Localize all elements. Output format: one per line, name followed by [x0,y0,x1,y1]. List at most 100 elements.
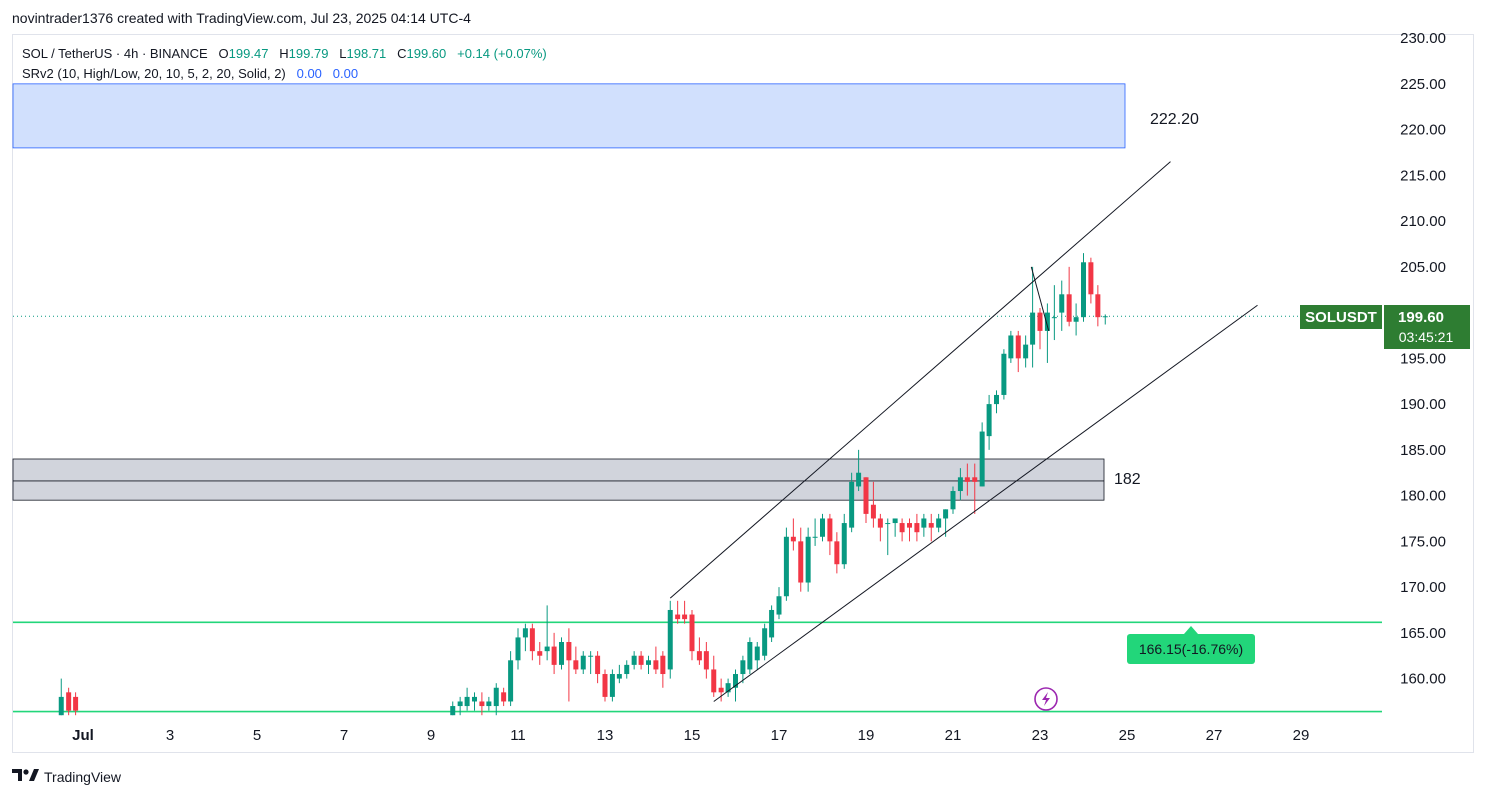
candle-body[interactable] [595,655,601,675]
candle-body[interactable] [566,642,572,661]
candle-body[interactable] [1023,344,1029,359]
candle-body[interactable] [464,696,470,707]
candle-body[interactable] [733,674,738,688]
resistance-zone[interactable] [12,83,1126,149]
candle-body[interactable] [486,701,492,707]
candle-body[interactable] [820,518,825,537]
candle-body[interactable] [856,472,862,487]
candle-body[interactable] [950,491,956,510]
candle-body[interactable] [1081,262,1086,318]
candle-body[interactable] [711,669,717,693]
candle-body[interactable] [762,628,768,656]
candle-body[interactable] [986,404,992,437]
candle-body[interactable] [588,655,594,657]
candle-body[interactable] [1051,317,1057,319]
candle-body[interactable] [928,523,934,528]
candle-body[interactable] [472,696,477,702]
candle-body[interactable] [943,509,949,519]
candle-body[interactable] [609,674,615,697]
candle-body[interactable] [994,394,999,405]
candle-body[interactable] [638,655,644,665]
candle-body[interactable] [646,660,651,665]
candle-body[interactable] [1015,335,1021,359]
candle-body[interactable] [870,504,876,519]
candle-body[interactable] [798,541,804,583]
candle-body[interactable] [1073,317,1079,322]
candle-body[interactable] [812,536,818,538]
indicator-title[interactable]: SRv2 (10, High/Low, 20, 10, 5, 2, 20, So… [22,66,286,81]
candle-body[interactable] [479,701,485,707]
candle-body[interactable] [73,696,79,711]
candle-body[interactable] [689,614,695,652]
candle-body[interactable] [899,523,905,533]
candle-body[interactable] [58,696,64,716]
candle-body[interactable] [747,642,753,670]
channel-upper-line[interactable] [669,161,1171,599]
candle-body[interactable] [501,692,507,702]
footer-brand[interactable]: TradingView [12,768,121,785]
candle-body[interactable] [972,477,978,482]
candle-body[interactable] [66,692,72,711]
candle-body[interactable] [1059,294,1065,313]
support-zone[interactable] [12,458,1105,501]
candle-body[interactable] [559,642,564,665]
candle-body[interactable] [529,628,535,652]
candle-body[interactable] [493,687,499,707]
candle-body[interactable] [602,674,608,697]
candle-body[interactable] [957,477,963,492]
candle-body[interactable] [885,523,891,525]
candle-body[interactable] [805,536,811,583]
candle-body[interactable] [754,646,760,661]
candle-body[interactable] [457,701,463,707]
candle-body[interactable] [660,655,666,675]
candle-body[interactable] [1030,312,1036,345]
candle-body[interactable] [921,518,927,528]
candle-body[interactable] [718,687,724,693]
candle-body[interactable] [1008,335,1014,359]
candle-body[interactable] [783,536,789,597]
lightning-icon[interactable] [1034,687,1058,711]
candle-body[interactable] [1088,262,1094,295]
candle-body[interactable] [907,523,912,528]
symbol-title[interactable]: SOL / TetherUS · 4h · BINANCE [22,46,208,61]
candle-body[interactable] [740,660,746,675]
candle-body[interactable] [863,477,869,514]
candle-body[interactable] [725,683,731,693]
candle-body[interactable] [936,518,942,528]
candle-body[interactable] [1095,294,1101,318]
candle-body[interactable] [979,431,985,487]
candle-body[interactable] [450,706,456,716]
candle-body[interactable] [1066,294,1072,322]
candle-body[interactable] [616,674,622,679]
candle-body[interactable] [1037,312,1043,331]
candle-body[interactable] [892,518,898,524]
candle-body[interactable] [964,477,970,482]
candle-body[interactable] [537,651,543,656]
candle-body[interactable] [877,518,883,528]
candle-body[interactable] [1044,312,1050,331]
candle-body[interactable] [573,660,579,670]
candle-body[interactable] [776,596,782,615]
candle-body[interactable] [914,523,920,533]
candle-body[interactable] [703,651,709,670]
candle-body[interactable] [631,655,637,665]
candle-body[interactable] [769,609,775,638]
candle-body[interactable] [827,518,833,542]
candle-body[interactable] [515,637,521,661]
trend-line-short[interactable] [1030,266,1050,332]
candle-body[interactable] [841,523,847,565]
candle-body[interactable] [522,628,528,638]
candle-body[interactable] [1102,316,1108,318]
channel-lower-line[interactable] [713,304,1258,702]
candle-body[interactable] [580,655,586,670]
candle-body[interactable] [667,609,673,670]
candle-body[interactable] [834,541,840,565]
candle-body[interactable] [696,651,702,661]
candle-body[interactable] [508,660,514,702]
candle-body[interactable] [551,646,557,665]
candle-body[interactable] [1001,353,1007,395]
candle-body[interactable] [544,646,550,652]
candle-body[interactable] [624,664,630,675]
candle-body[interactable] [653,660,659,670]
